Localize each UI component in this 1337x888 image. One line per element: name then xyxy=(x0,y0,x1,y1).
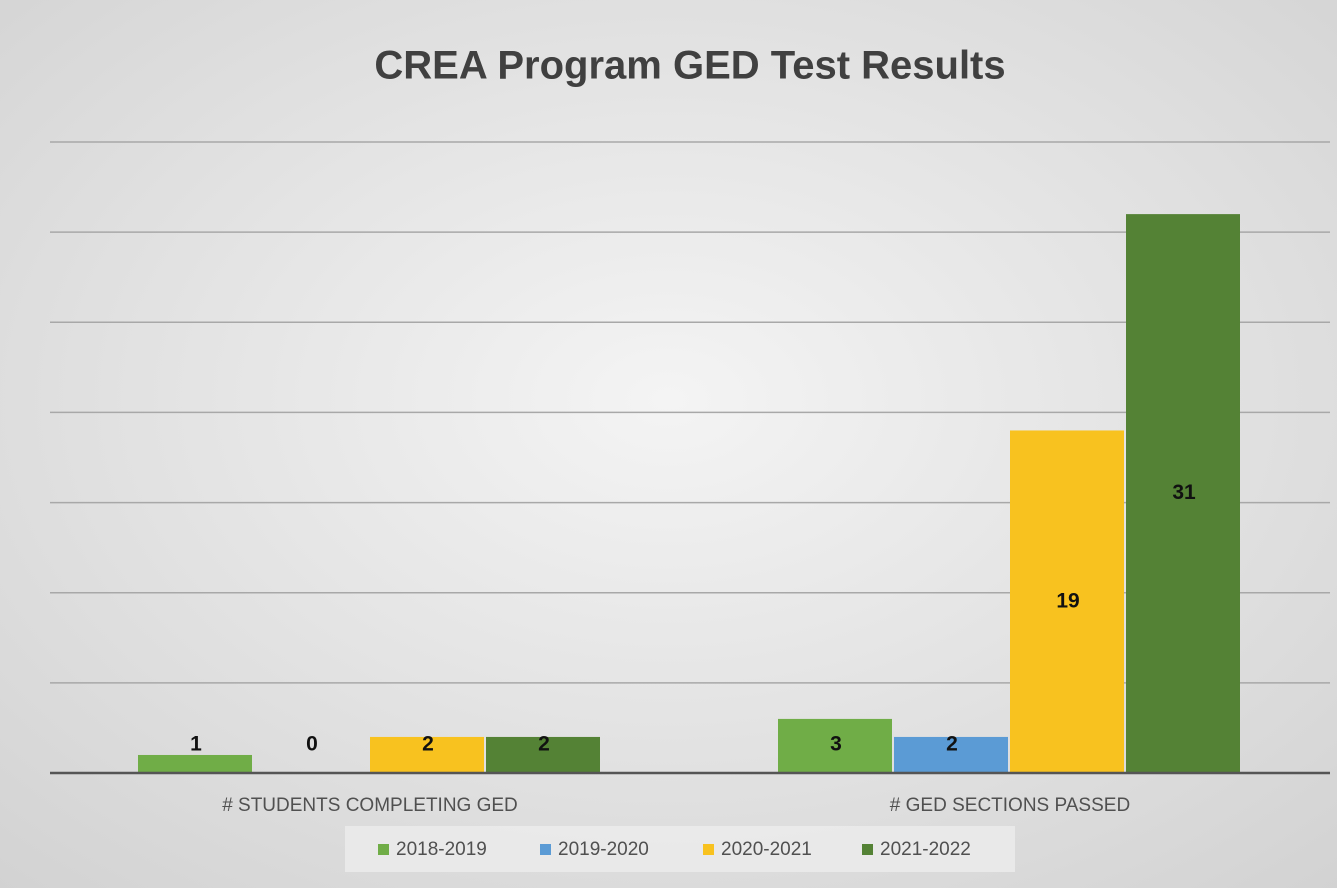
data-label: 0 xyxy=(306,733,318,756)
legend-label: 2020-2021 xyxy=(721,839,812,860)
bar xyxy=(138,754,252,773)
data-label: 2 xyxy=(422,733,434,756)
bar xyxy=(486,736,600,773)
bar xyxy=(370,736,484,773)
data-label: 31 xyxy=(1172,481,1196,504)
chart-title: CREA Program GED Test Results xyxy=(374,44,1005,88)
x-tick-label: # GED SECTIONS PASSED xyxy=(890,795,1130,816)
legend-label: 2018-2019 xyxy=(396,839,487,860)
data-label: 2 xyxy=(946,733,958,756)
data-label: 2 xyxy=(538,733,550,756)
data-label: 1 xyxy=(190,733,202,756)
legend-swatch xyxy=(862,844,873,855)
legend-box xyxy=(345,826,1015,872)
bar xyxy=(1126,214,1240,774)
legend-swatch xyxy=(703,844,714,855)
legend-label: 2021-2022 xyxy=(880,839,971,860)
bar xyxy=(894,736,1008,773)
x-tick-label: # STUDENTS COMPLETING GED xyxy=(222,795,518,816)
legend-swatch xyxy=(540,844,551,855)
data-label: 3 xyxy=(830,733,842,756)
legend-label: 2019-2020 xyxy=(558,839,649,860)
data-label: 19 xyxy=(1056,589,1079,612)
bar xyxy=(1010,430,1124,773)
legend-swatch xyxy=(378,844,389,855)
bar xyxy=(778,718,892,773)
